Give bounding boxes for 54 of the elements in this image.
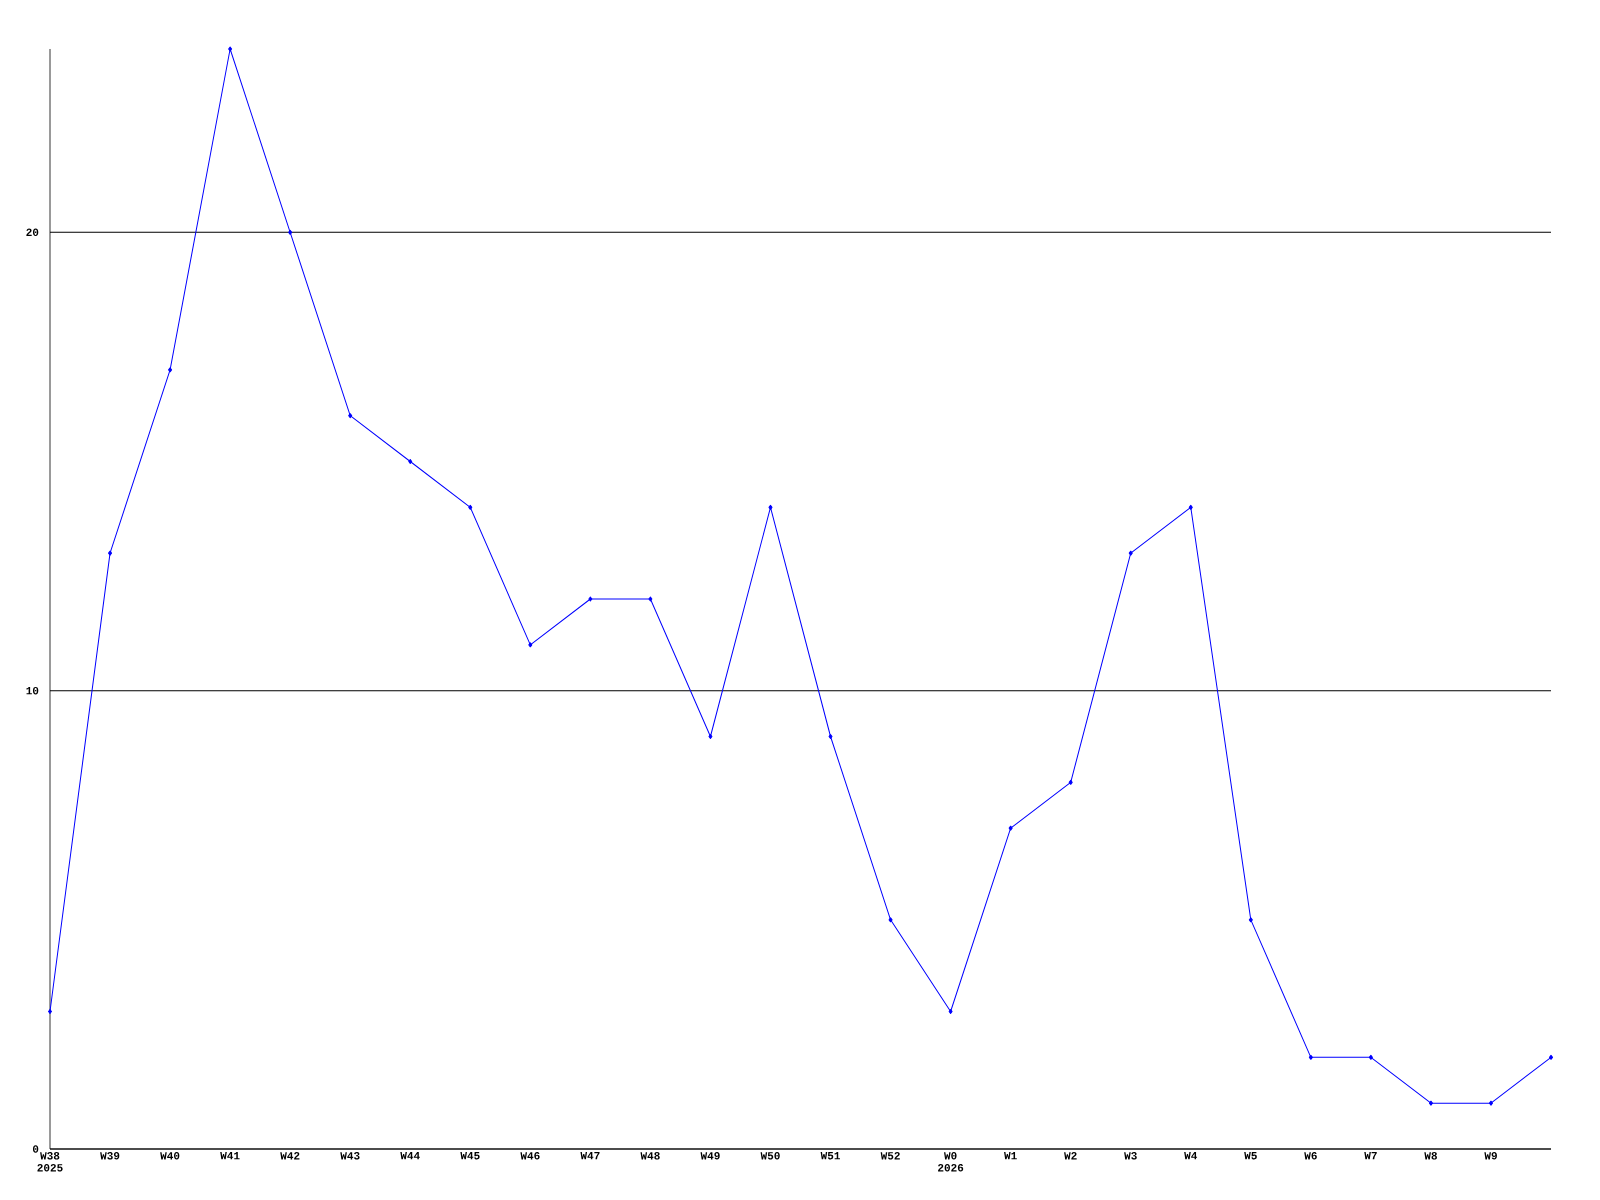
x-tick-label: W7 [1364, 1152, 1377, 1160]
x-tick-label: W0 2026 [938, 1152, 964, 1172]
point [828, 734, 833, 739]
point [768, 504, 773, 510]
x-tick-label: W41 [220, 1152, 240, 1160]
point [228, 46, 233, 52]
point [1128, 550, 1133, 556]
x-tick-label: W40 [160, 1152, 180, 1160]
x-tick-label: W42 [280, 1152, 300, 1160]
point [1188, 504, 1193, 510]
point [1008, 825, 1013, 831]
point [408, 459, 413, 464]
x-tick-label: W38 2025 [37, 1152, 63, 1172]
x-tick-label: W43 [340, 1152, 360, 1160]
point [168, 367, 173, 373]
y-tick-label: 10 [26, 686, 39, 695]
x-tick-label: W52 [880, 1152, 900, 1160]
point [528, 642, 533, 648]
x-tick-label: W4 [1184, 1152, 1198, 1160]
point [648, 596, 653, 602]
x-tick-label: W46 [520, 1152, 540, 1160]
point [348, 413, 353, 419]
point [1549, 1054, 1554, 1060]
point [1488, 1100, 1493, 1106]
point [948, 1009, 953, 1014]
point [708, 734, 713, 739]
point [1068, 779, 1073, 785]
point [288, 229, 293, 235]
y-tick-label: 0 [32, 1145, 39, 1153]
x-tick-label: W47 [580, 1152, 600, 1160]
point [108, 550, 113, 556]
x-tick-label: W3 [1124, 1152, 1137, 1160]
x-tick-label: W6 [1304, 1152, 1317, 1160]
x-tick-label: W39 [100, 1152, 120, 1160]
point [468, 504, 473, 510]
x-tick-label: W49 [700, 1152, 720, 1160]
x-tick-label: W44 [400, 1152, 420, 1160]
x-tick-label: W8 [1424, 1152, 1437, 1160]
point [1308, 1054, 1313, 1060]
y-tick-label: 20 [26, 228, 39, 237]
point [1248, 917, 1253, 923]
x-tick-label: W2 [1064, 1152, 1077, 1160]
x-tick-label: W48 [640, 1152, 660, 1160]
x-tick-label: W45 [460, 1152, 480, 1160]
x-tick-label: W51 [820, 1152, 840, 1160]
point [48, 1009, 52, 1014]
x-tick-label: W9 [1484, 1152, 1497, 1160]
x-tick-label: W5 [1244, 1152, 1257, 1160]
x-tick-label: W50 [760, 1152, 780, 1160]
x-tick-label: W1 [1004, 1152, 1017, 1160]
point [888, 917, 893, 923]
point [588, 596, 593, 602]
point [1428, 1100, 1433, 1106]
point [1368, 1054, 1373, 1060]
